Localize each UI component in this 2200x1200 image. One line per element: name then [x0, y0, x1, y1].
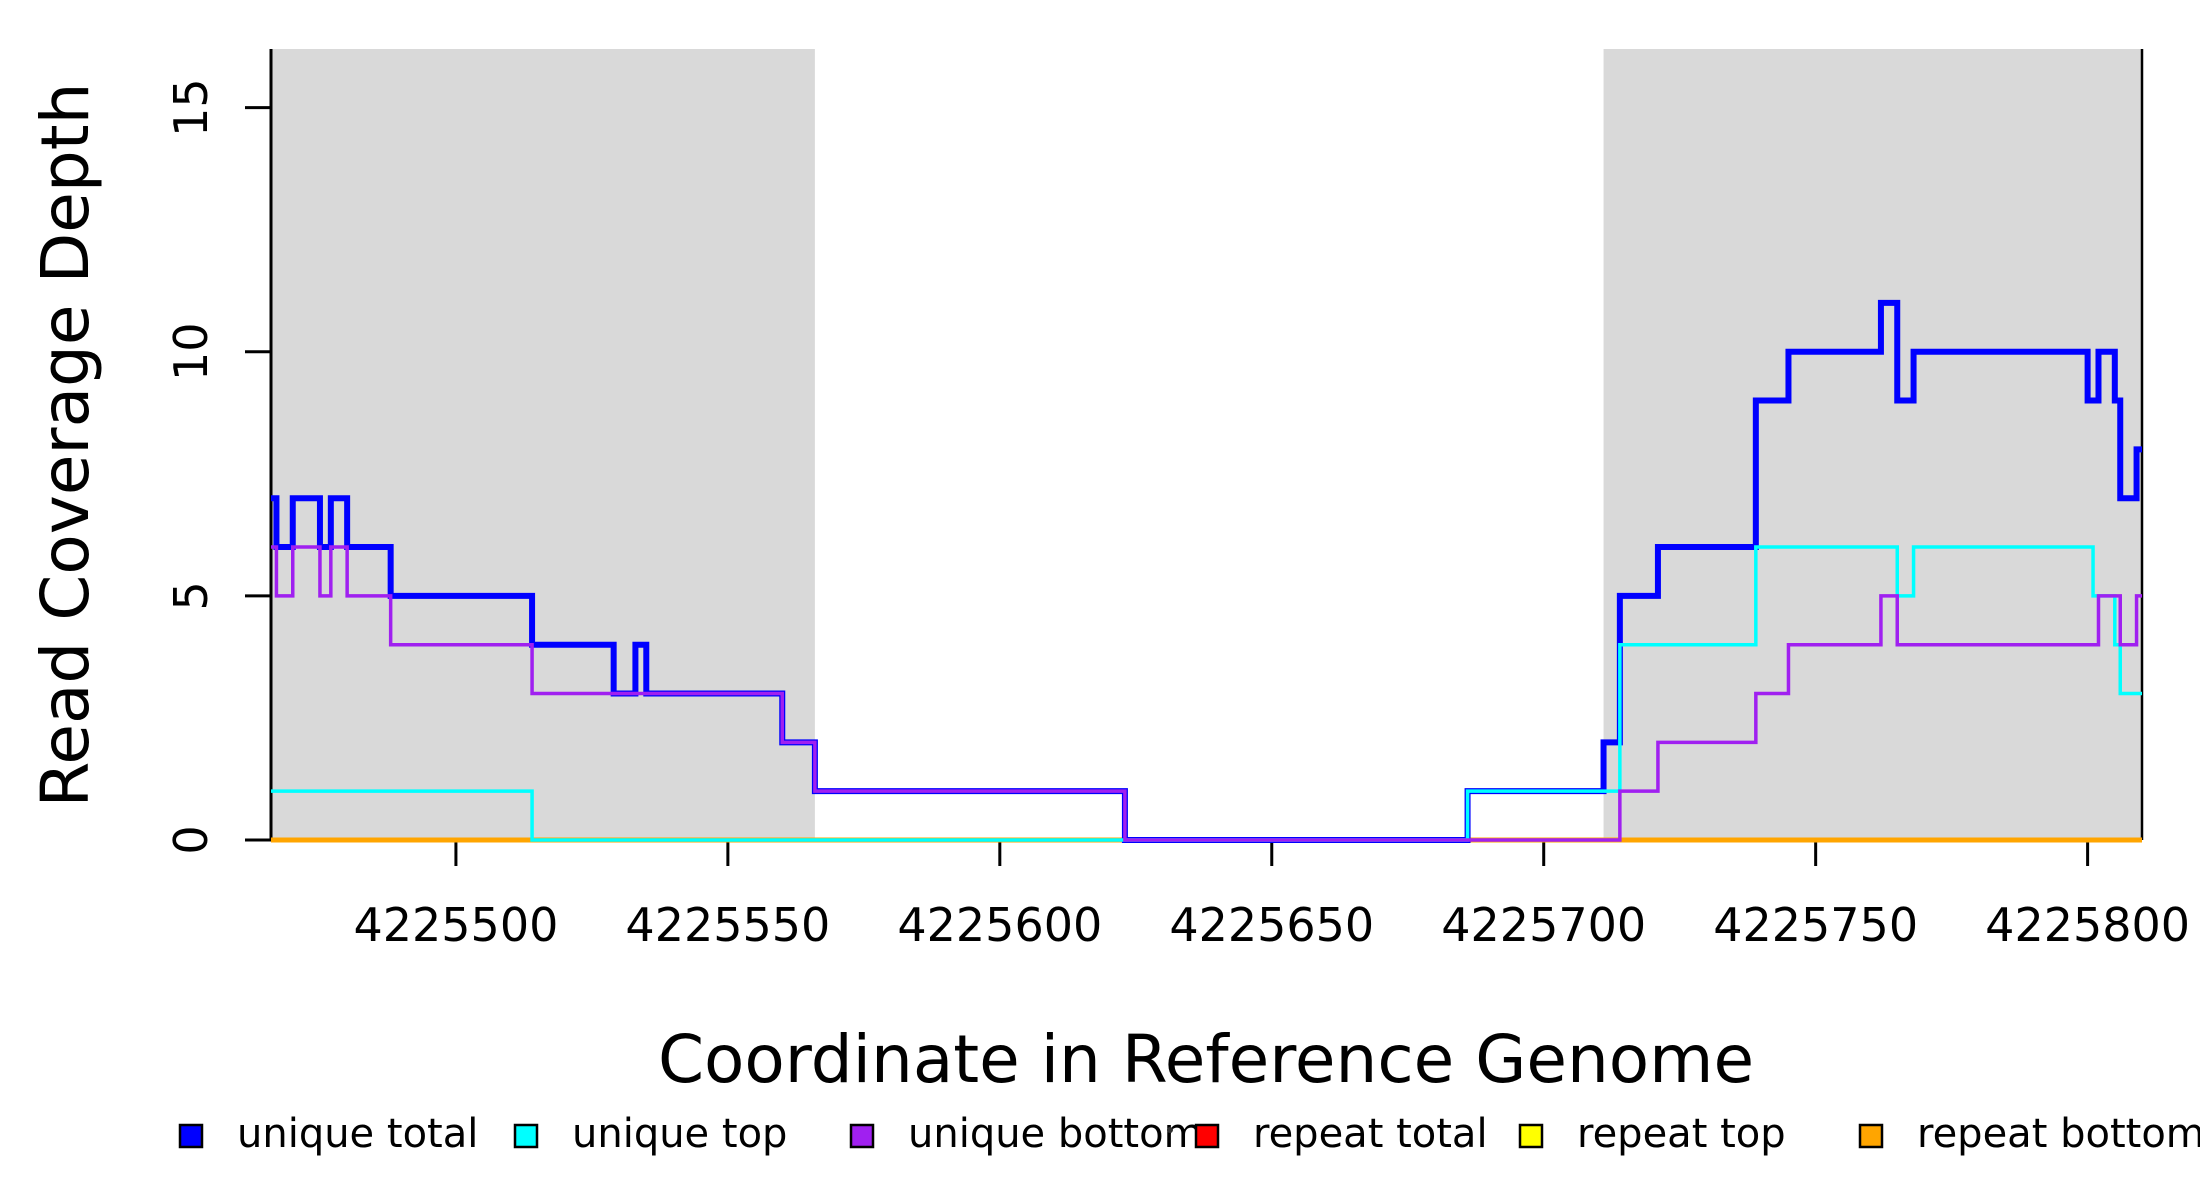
- y-tick-label: 0: [164, 825, 218, 854]
- x-tick-label: 4225500: [353, 898, 558, 952]
- legend-swatch-repeat-top: [1518, 1123, 1544, 1149]
- repeat-region-left-shading: [271, 49, 815, 840]
- x-tick-label: 4225800: [1985, 898, 2190, 952]
- x-tick-label: 4225600: [897, 898, 1102, 952]
- repeat-region-right-shading: [1603, 49, 2142, 840]
- x-tick-label: 4225550: [625, 898, 830, 952]
- y-tick-label: 10: [164, 322, 218, 381]
- legend-label: repeat total: [1253, 1111, 1488, 1157]
- legend-label: unique top: [572, 1111, 787, 1157]
- y-tick-label: 5: [164, 581, 218, 610]
- x-tick-label: 4225700: [1441, 898, 1646, 952]
- legend-label: unique total: [237, 1111, 478, 1157]
- x-axis-title: Coordinate in Reference Genome: [658, 1021, 1754, 1098]
- series-line-unique-top: [271, 545, 2142, 842]
- y-axis-title: Read Coverage Depth: [27, 82, 104, 807]
- legend-label: repeat bottom: [1917, 1111, 2200, 1157]
- legend-swatch-repeat-total: [1194, 1123, 1220, 1149]
- x-tick-label: 4225650: [1169, 898, 1374, 952]
- legend-label: repeat top: [1577, 1111, 1786, 1157]
- legend-swatch-unique-total: [178, 1123, 204, 1149]
- legend-swatch-repeat-bottom: [1858, 1123, 1884, 1149]
- legend-swatch-unique-bottom: [849, 1123, 875, 1149]
- series-line-unique-bottom: [271, 545, 2142, 842]
- y-tick-label: 15: [164, 78, 218, 137]
- legend-label: unique bottom: [908, 1111, 1203, 1157]
- x-tick-label: 4225750: [1713, 898, 1918, 952]
- legend-swatch-unique-top: [513, 1123, 539, 1149]
- stray-dot: [1167, 1127, 1173, 1133]
